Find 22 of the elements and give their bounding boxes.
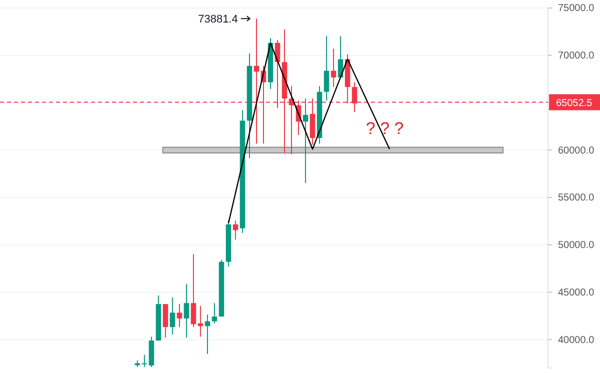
candlestick bbox=[302, 98, 308, 184]
y-tick-label: 55000.0 bbox=[558, 192, 595, 204]
candlestick bbox=[184, 283, 190, 338]
candlestick bbox=[176, 304, 182, 328]
candlestick bbox=[330, 48, 336, 88]
annotation: 73881.4 bbox=[198, 14, 238, 26]
candlestick bbox=[254, 18, 260, 144]
annotation: ? ? ? bbox=[366, 119, 404, 138]
candlestick bbox=[142, 354, 148, 368]
candlestick bbox=[190, 254, 196, 328]
y-tick-label: 40000.0 bbox=[558, 334, 595, 346]
y-tick-label: 60000.0 bbox=[558, 145, 595, 156]
candlestick bbox=[232, 220, 238, 240]
y-tick-label: 70000.0 bbox=[558, 50, 595, 62]
candlestick bbox=[212, 302, 218, 324]
candlestick bbox=[162, 304, 168, 338]
ref-line-label: 65052.5 bbox=[556, 98, 593, 110]
candlestick bbox=[324, 36, 330, 102]
y-tick-label: 50000.0 bbox=[558, 240, 595, 252]
candlestick bbox=[170, 296, 176, 336]
y-tick-label: 75000.0 bbox=[558, 3, 595, 14]
y-tick-label: 45000.0 bbox=[558, 287, 595, 298]
